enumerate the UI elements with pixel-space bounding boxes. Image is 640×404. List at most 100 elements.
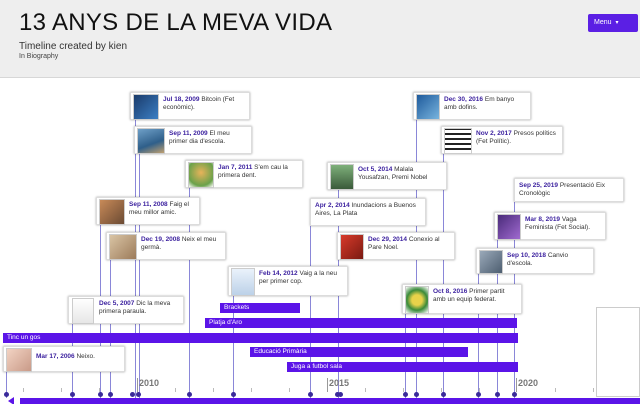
scroll-left-icon[interactable] [8, 397, 14, 404]
event-text: Canvio d'escola. [507, 252, 569, 267]
category-label: In Biography [19, 53, 59, 60]
event-dot[interactable] [136, 392, 141, 397]
span-bar[interactable]: Educació Primària [250, 347, 468, 357]
event-dot[interactable] [441, 392, 446, 397]
axis-minor-tick [441, 388, 442, 392]
event-date: Nov 2, 2017 [476, 130, 512, 137]
event-date: Dec 5, 2007 [99, 300, 135, 307]
span-bar[interactable]: Juga a futbol sala [287, 362, 518, 372]
side-panel [596, 307, 640, 397]
baby-thumbnail [109, 234, 137, 260]
newborn-thumbnail [6, 348, 32, 372]
event-date: Jul 18, 2009 [163, 96, 200, 103]
event-card[interactable]: Sep 11, 2009 El meu primer dia d'escola. [134, 126, 252, 154]
event-card[interactable]: Mar 17, 2006 Neixo. [3, 346, 125, 372]
event-card[interactable]: Dec 29, 2014 Conexio al Pare Noel. [337, 232, 455, 260]
event-guide-line [139, 150, 140, 398]
event-dot[interactable] [231, 392, 236, 397]
tooth-fairy-thumbnail [188, 162, 214, 188]
axis-minor-tick [23, 388, 24, 392]
span-bar[interactable]: Platja d'Aro [205, 318, 517, 328]
word-thumbnail [72, 298, 94, 324]
event-date: Apr 2, 2014 [315, 202, 350, 209]
event-date: Dec 29, 2014 [368, 236, 408, 243]
span-bar[interactable]: Tinc un gos [3, 333, 518, 343]
timeline-scrollbar[interactable] [20, 398, 640, 404]
snow-thumbnail [231, 268, 255, 296]
axis-label: 2010 [139, 378, 160, 388]
event-card[interactable]: Sep 25, 2019 Presentació Eix Cronològic [514, 178, 624, 202]
event-date: Oct 5, 2014 [358, 166, 393, 173]
event-dot[interactable] [187, 392, 192, 397]
axis-minor-tick [593, 388, 594, 392]
timeline-header: 13 ANYS DE LA MEVA VIDA Timeline created… [0, 0, 640, 78]
event-card[interactable]: Jan 7, 2011 S'em cau la primera dent. [185, 160, 303, 188]
event-dot[interactable] [338, 392, 343, 397]
menu-button[interactable]: Menu ▾ [588, 14, 638, 32]
event-date: Mar 17, 2006 [36, 353, 75, 360]
event-guide-line [310, 198, 311, 398]
event-card[interactable]: Jul 18, 2009 Bitcoin (Fet econòmic). [130, 92, 250, 120]
event-dot[interactable] [70, 392, 75, 397]
prisoners-thumbnail [444, 128, 472, 154]
event-dot[interactable] [512, 392, 517, 397]
event-text: Dic la meva primera paraula. [99, 300, 171, 315]
event-dot[interactable] [130, 392, 135, 397]
axis-minor-tick [61, 388, 62, 392]
event-card[interactable]: Sep 10, 2018 Canvio d'escola. [476, 248, 594, 274]
event-guide-line [189, 186, 190, 398]
axis-label: 2020 [518, 378, 539, 388]
event-dot[interactable] [335, 392, 340, 397]
event-dot[interactable] [414, 392, 419, 397]
event-date: Sep 11, 2008 [129, 201, 168, 208]
event-text: Malala Yousafzan, Premi Nobel [358, 166, 428, 181]
event-text: Em banyo amb dofins. [444, 96, 515, 111]
event-dot[interactable] [403, 392, 408, 397]
event-card[interactable]: Nov 2, 2017 Presos polítics (Fet Polític… [441, 126, 563, 154]
axis-label: 2015 [329, 378, 350, 388]
event-date: Feb 14, 2012 [259, 270, 298, 277]
axis-minor-tick [289, 388, 290, 392]
event-dot[interactable] [495, 392, 500, 397]
event-card[interactable]: Feb 14, 2012 Vaig a la neu per primer co… [228, 266, 348, 296]
event-text: Neix el meu germà. [141, 236, 217, 251]
event-text: Inundacions a Buenos Aires, La Plata [315, 202, 416, 217]
event-text: Neixo. [76, 353, 95, 360]
axis-minor-tick [403, 388, 404, 392]
span-bar[interactable]: Brackets [220, 303, 300, 313]
axis-minor-tick [365, 388, 366, 392]
event-text: Presentació Eix Cronològic [519, 182, 606, 197]
event-dot[interactable] [4, 392, 9, 397]
event-dot[interactable] [108, 392, 113, 397]
dolphin-thumbnail [416, 94, 440, 120]
span-label: Juga a futbol sala [291, 363, 342, 370]
axis-minor-tick [175, 388, 176, 392]
event-date: Dec 30, 2016 [444, 96, 484, 103]
axis-major-tick [137, 378, 138, 392]
event-card[interactable]: Dec 30, 2016 Em banyo amb dofins. [413, 92, 531, 120]
event-card[interactable]: Sep 11, 2008 Faig el meu millor amic. [96, 197, 200, 225]
event-card[interactable]: Mar 8, 2019 Vaga Feminista (Fet Social). [494, 212, 606, 240]
event-dot[interactable] [308, 392, 313, 397]
page-subtitle: Timeline created by kien [19, 41, 128, 52]
event-date: Oct 8, 2016 [433, 288, 468, 295]
event-card[interactable]: Oct 5, 2014 Malala Yousafzan, Premi Nobe… [327, 162, 447, 190]
event-dot[interactable] [476, 392, 481, 397]
axis-minor-tick [479, 388, 480, 392]
santa-thumbnail [340, 234, 364, 260]
event-card[interactable]: Oct 8, 2016 Primer partit amb un equip f… [402, 284, 522, 314]
chevron-down-icon: ▾ [615, 20, 619, 26]
strike-thumbnail [497, 214, 521, 240]
event-text: Primer partit amb un equip federat. [433, 288, 505, 303]
event-card[interactable]: Dec 5, 2007 Dic la meva primera paraula. [68, 296, 184, 324]
menu-label: Menu [594, 19, 612, 26]
event-date: Jan 7, 2011 [218, 164, 253, 171]
friends-thumbnail [99, 199, 125, 225]
event-dot[interactable] [98, 392, 103, 397]
event-card[interactable]: Dec 19, 2008 Neix el meu germà. [106, 232, 226, 260]
event-text: El meu primer dia d'escola. [169, 130, 230, 145]
event-card[interactable]: Apr 2, 2014 Inundacions a Buenos Aires, … [310, 198, 426, 226]
axis-major-tick [516, 378, 517, 392]
event-date: Sep 11, 2009 [169, 130, 208, 137]
